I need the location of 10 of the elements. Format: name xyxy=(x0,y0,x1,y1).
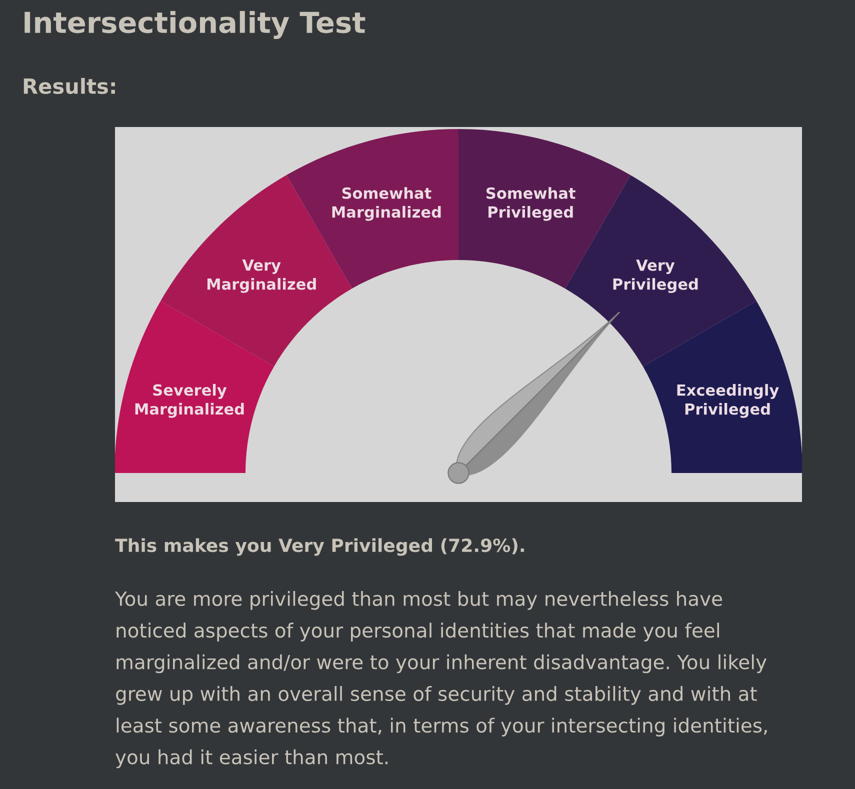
slice-label: Somewhat Marginalized xyxy=(332,187,441,221)
text: You are more privileged than most but may nevertheless have noticed aspects of your personal identities that made you feel marginalized and/or were to your inherent disadvantage. You likely grew up with an overall sense of security and stability and with at least some awareness that, in terms of your intersecting identities, you had it easier than most. xyxy=(114,591,767,768)
slice-label: Very Privileged xyxy=(613,260,698,293)
slice-label: Exceedingly Privileged xyxy=(677,384,779,418)
chart-subtitle: Results: xyxy=(24,78,115,94)
slice-label: Very Marginalized xyxy=(207,260,316,293)
chart-title: Intersectionality Test xyxy=(24,10,366,40)
slice-label: Somewhat Privileged xyxy=(486,187,576,221)
text: This makes you Very Privileged (72.9%). xyxy=(115,538,524,556)
slice-label: Severely Marginalized xyxy=(135,384,244,418)
